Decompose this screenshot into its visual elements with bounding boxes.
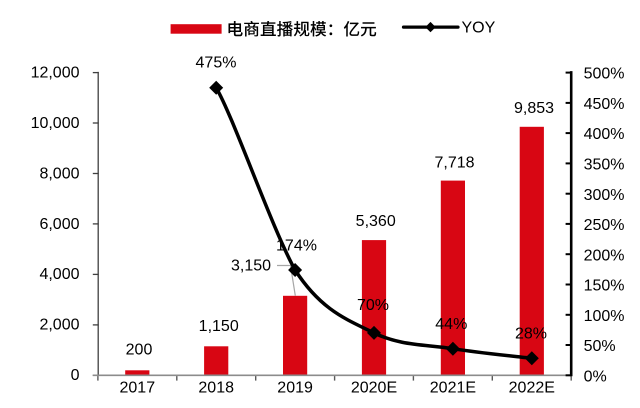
- svg-text:400%: 400%: [584, 126, 625, 143]
- svg-text:44%: 44%: [435, 316, 467, 333]
- svg-text:7,718: 7,718: [434, 155, 474, 172]
- svg-text:500%: 500%: [584, 66, 625, 83]
- svg-text:450%: 450%: [584, 96, 625, 113]
- svg-text:200: 200: [126, 342, 153, 359]
- svg-text:475%: 475%: [196, 54, 237, 71]
- svg-text:174%: 174%: [276, 237, 317, 254]
- svg-text:2021E: 2021E: [430, 379, 476, 396]
- svg-text:2022E: 2022E: [509, 379, 555, 396]
- svg-text:3,150: 3,150: [231, 258, 271, 275]
- svg-text:2,000: 2,000: [39, 317, 79, 334]
- svg-text:9,853: 9,853: [514, 100, 554, 117]
- svg-text:0: 0: [71, 367, 80, 384]
- svg-text:50%: 50%: [584, 338, 616, 355]
- svg-text:100%: 100%: [584, 308, 625, 325]
- svg-text:2020E: 2020E: [351, 379, 397, 396]
- svg-text:2017: 2017: [120, 379, 156, 396]
- svg-text:250%: 250%: [584, 217, 625, 234]
- svg-text:10,000: 10,000: [31, 115, 80, 132]
- svg-text:12,000: 12,000: [31, 64, 80, 81]
- svg-text:YOY: YOY: [462, 20, 496, 37]
- svg-text:150%: 150%: [584, 278, 625, 295]
- svg-text:0%: 0%: [584, 368, 607, 385]
- svg-text:350%: 350%: [584, 157, 625, 174]
- svg-text:300%: 300%: [584, 187, 625, 204]
- svg-text:8,000: 8,000: [39, 165, 79, 182]
- svg-text:4,000: 4,000: [39, 266, 79, 283]
- svg-text:5,360: 5,360: [356, 213, 396, 230]
- svg-text:6,000: 6,000: [39, 216, 79, 233]
- svg-text:1,150: 1,150: [199, 318, 239, 335]
- svg-text:200%: 200%: [584, 247, 625, 264]
- svg-text:70%: 70%: [357, 297, 389, 314]
- svg-text:28%: 28%: [515, 325, 547, 342]
- svg-text:2018: 2018: [198, 379, 234, 396]
- svg-text:2019: 2019: [277, 379, 313, 396]
